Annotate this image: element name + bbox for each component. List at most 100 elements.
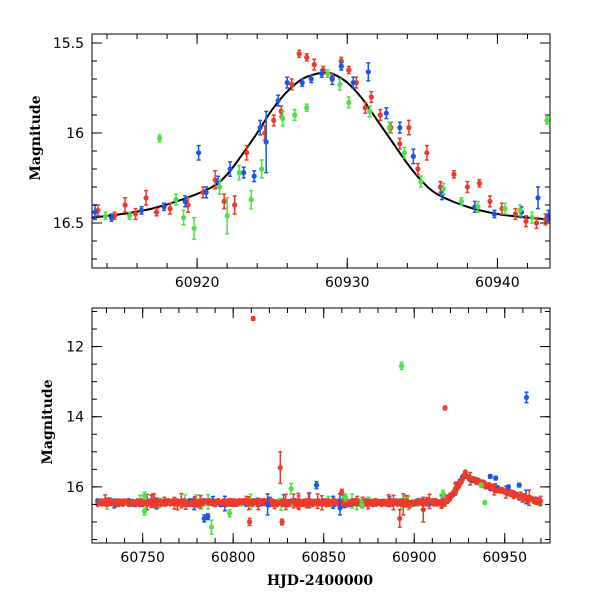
top-point-red [362, 105, 368, 111]
bottom-outlier-green [359, 501, 365, 508]
top-point-green [386, 125, 392, 131]
bottom-point-red [292, 498, 298, 503]
top-point-red [476, 180, 483, 186]
bottom-y-tick-label: 16 [66, 480, 84, 496]
top-point-red [304, 54, 310, 61]
top-model-curve-group [92, 71, 550, 221]
top-point-green [529, 215, 535, 221]
top-y-tick-label: 15.5 [53, 36, 84, 52]
bottom-outlier-blue [313, 482, 320, 488]
bottom-outlier-green [141, 493, 148, 499]
bottom-y-tick-label: 12 [66, 340, 84, 356]
top-point-green [346, 99, 352, 105]
top-point-green [401, 150, 407, 156]
top-point-blue [410, 153, 416, 159]
bottom-x-tick-label: 60750 [120, 550, 165, 566]
top-point-red [424, 150, 430, 156]
top-point-blue [397, 125, 403, 131]
top-point-green [292, 112, 298, 118]
top-point-green [325, 71, 331, 77]
top-point-blue [350, 80, 356, 86]
top-point-green [418, 179, 424, 185]
bottom-outlier-green [440, 491, 446, 497]
top-point-red [464, 184, 471, 190]
bottom-outlier-blue [205, 514, 211, 520]
top-point-blue [491, 211, 498, 217]
top-point-blue [203, 189, 209, 195]
bottom-x-tick-label: 60900 [392, 550, 437, 566]
top-y-axis-title: Magnitude [28, 95, 44, 180]
top-point-green [280, 116, 286, 122]
top-point-blue [383, 110, 389, 116]
bottom-x-tick-label: 60850 [301, 550, 346, 566]
top-point-blue [196, 150, 202, 156]
top-point-red [533, 220, 540, 226]
top-x-tick-label: 60930 [325, 275, 370, 291]
bottom-outlier-red [339, 489, 345, 495]
bottom-outlier-blue [516, 482, 522, 488]
top-point-blue [275, 98, 281, 104]
bottom-plot-frame [91, 307, 551, 544]
top-point-green [458, 198, 465, 204]
top-ticks-group: 60920 60930 60940 15.5 16 16.5 [53, 34, 550, 291]
bottom-outlier-red [246, 519, 253, 525]
top-point-blue [329, 76, 335, 82]
top-point-red [523, 218, 529, 224]
top-point-green [517, 207, 523, 213]
top-point-blue [284, 80, 290, 86]
top-y-tick-label: 16.5 [53, 216, 84, 232]
top-point-green [181, 215, 187, 221]
top-point-red [271, 117, 277, 123]
bottom-point-red [456, 484, 462, 490]
top-point-green [367, 108, 373, 114]
bottom-outlier-red [397, 515, 403, 522]
bottom-outlier-green [478, 482, 484, 488]
top-point-green [102, 213, 109, 219]
bottom-panel: 60750 60800 60850 60900 60950 12 14 16 Magnitud… [40, 307, 551, 589]
bottom-outlier-blue [337, 505, 343, 511]
top-point-green [217, 184, 223, 190]
bottom-point-red [137, 502, 143, 508]
top-point-green [191, 225, 197, 231]
top-point-red [289, 81, 295, 87]
top-point-red [451, 171, 457, 177]
top-point-blue [251, 173, 257, 179]
top-point-green [544, 117, 550, 123]
bottom-outlier-red [442, 405, 448, 411]
top-point-green [502, 206, 508, 212]
top-point-red [143, 195, 149, 201]
top-point-blue [319, 71, 325, 77]
bottom-outlier-green [141, 508, 148, 515]
top-point-blue [138, 207, 145, 213]
top-point-green [304, 105, 310, 111]
top-point-red [132, 211, 139, 217]
bottom-outlier-blue [523, 394, 530, 401]
top-point-blue [161, 204, 167, 210]
bottom-data-points-group [95, 315, 544, 535]
bottom-point-red [538, 498, 544, 504]
top-point-blue [299, 80, 305, 86]
top-data-points-group [92, 49, 550, 240]
bottom-outlier-green [208, 524, 215, 530]
bottom-point-red [250, 502, 255, 508]
bottom-ticks-group: 60750 60800 60850 60900 60950 12 14 16 [66, 308, 550, 566]
top-point-red [232, 202, 238, 208]
top-x-tick-label: 60920 [175, 275, 220, 291]
bottom-outlier-blue [505, 484, 511, 490]
top-point-red [221, 198, 227, 204]
top-point-red [122, 202, 128, 208]
bottom-outlier-green [482, 500, 488, 506]
bottom-outlier-blue [487, 473, 493, 479]
top-point-red [487, 198, 493, 204]
top-point-green [475, 204, 481, 210]
top-point-green [236, 170, 242, 176]
top-point-green [259, 166, 265, 172]
top-point-blue [241, 170, 247, 176]
top-point-green [156, 135, 163, 141]
top-point-blue [365, 69, 371, 75]
bottom-x-tick-label: 60800 [211, 550, 256, 566]
top-point-blue [257, 125, 263, 131]
top-point-red [512, 211, 519, 217]
top-point-red [296, 51, 302, 57]
